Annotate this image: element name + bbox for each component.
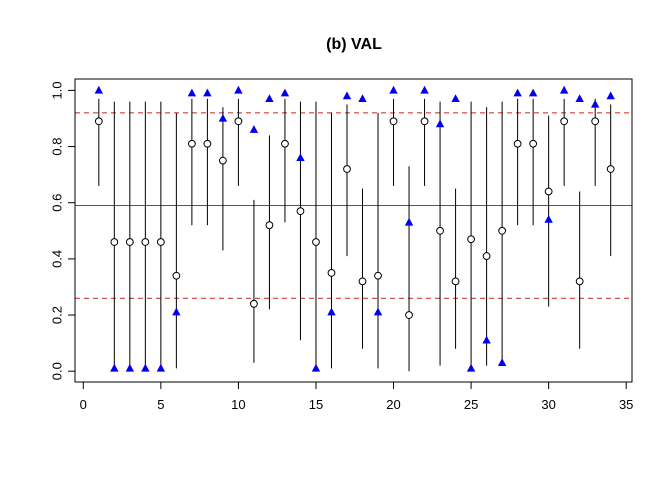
y-tick-label: 0.4 xyxy=(50,250,65,268)
circle-point xyxy=(374,271,382,280)
circle-point xyxy=(203,139,212,148)
circle-point xyxy=(219,156,227,165)
y-tick-label: 0.2 xyxy=(50,306,65,324)
circle-point xyxy=(172,271,181,280)
triangle-point xyxy=(156,363,166,372)
y-tick-label: 1.0 xyxy=(50,81,65,99)
x-tick-label: 35 xyxy=(619,397,633,412)
triangle-point xyxy=(249,125,259,133)
circle-point xyxy=(141,238,150,246)
y-tick-label: 0.8 xyxy=(50,138,65,156)
triangle-point xyxy=(141,363,150,372)
circle-point xyxy=(327,269,336,277)
triangle-point xyxy=(420,85,429,94)
circle-point xyxy=(358,277,367,286)
circle-point xyxy=(281,139,289,148)
triangle-point xyxy=(575,94,584,103)
triangle-point xyxy=(389,85,398,94)
triangle-point xyxy=(172,307,181,316)
chart-title: (b) VAL xyxy=(326,36,382,53)
circle-point xyxy=(591,117,600,126)
circle-point xyxy=(234,117,243,126)
circle-point xyxy=(389,117,398,126)
x-tick-label: 5 xyxy=(157,397,164,412)
triangle-point xyxy=(482,335,491,344)
circle-point xyxy=(187,139,196,148)
circle-point xyxy=(125,238,134,246)
triangle-point xyxy=(280,88,290,97)
circle-point xyxy=(250,299,258,308)
circle-point xyxy=(529,139,538,148)
circle-point xyxy=(156,238,165,246)
x-tick-label: 0 xyxy=(80,397,87,412)
triangle-point xyxy=(94,85,104,94)
triangle-point xyxy=(373,307,383,316)
triangle-point xyxy=(497,358,507,366)
circle-point xyxy=(451,277,460,286)
circle-points xyxy=(94,117,615,319)
circle-point xyxy=(606,165,615,173)
triangle-point xyxy=(358,94,367,103)
x-axis: 0 5 10 15 20 25 30 35 xyxy=(80,381,633,412)
y-tick-label: 0.6 xyxy=(50,194,65,212)
circle-point xyxy=(467,235,475,244)
y-tick-label: 0.0 xyxy=(50,362,65,380)
triangle-point xyxy=(342,91,352,100)
triangle-point xyxy=(311,363,321,372)
x-tick-label: 15 xyxy=(309,397,323,412)
interval-segments xyxy=(98,98,612,372)
circle-point xyxy=(575,277,584,286)
triangle-point xyxy=(110,363,119,372)
triangle-point xyxy=(234,85,243,94)
x-tick-label: 20 xyxy=(386,397,400,412)
x-tick-label: 10 xyxy=(231,397,245,412)
circle-point xyxy=(296,207,305,216)
triangle-point xyxy=(265,94,274,103)
circle-point xyxy=(343,165,351,173)
circle-point xyxy=(498,226,507,235)
triangle-point xyxy=(466,363,476,372)
triangle-point xyxy=(327,307,336,316)
circle-point xyxy=(513,139,522,148)
x-tick-label: 30 xyxy=(541,397,555,412)
circle-point xyxy=(94,117,103,126)
triangle-point xyxy=(296,153,305,161)
circle-point xyxy=(560,117,569,126)
triangle-point xyxy=(528,88,538,97)
triangle-point xyxy=(590,99,600,108)
triangle-point xyxy=(513,88,522,97)
triangle-point xyxy=(544,214,553,223)
triangle-point xyxy=(125,363,135,372)
circle-point xyxy=(482,252,491,260)
triangle-point xyxy=(606,91,615,100)
triangle-point xyxy=(559,85,569,94)
circle-point xyxy=(420,117,429,126)
triangle-point xyxy=(187,88,197,97)
circle-point xyxy=(436,226,444,235)
triangle-point xyxy=(404,217,414,226)
reference-lines xyxy=(75,112,632,299)
triangle-point xyxy=(435,119,445,128)
y-axis: 0.0 0.2 0.4 0.6 0.8 1.0 xyxy=(50,81,76,380)
circle-point xyxy=(405,311,413,319)
circle-point xyxy=(544,187,553,196)
triangle-point xyxy=(451,94,460,103)
triangle-point xyxy=(203,88,212,97)
circle-point xyxy=(110,238,119,246)
circle-point xyxy=(265,221,274,230)
triangle-points xyxy=(94,85,615,372)
triangle-point xyxy=(218,113,228,122)
circle-point xyxy=(312,238,320,246)
x-tick-label: 25 xyxy=(464,397,478,412)
